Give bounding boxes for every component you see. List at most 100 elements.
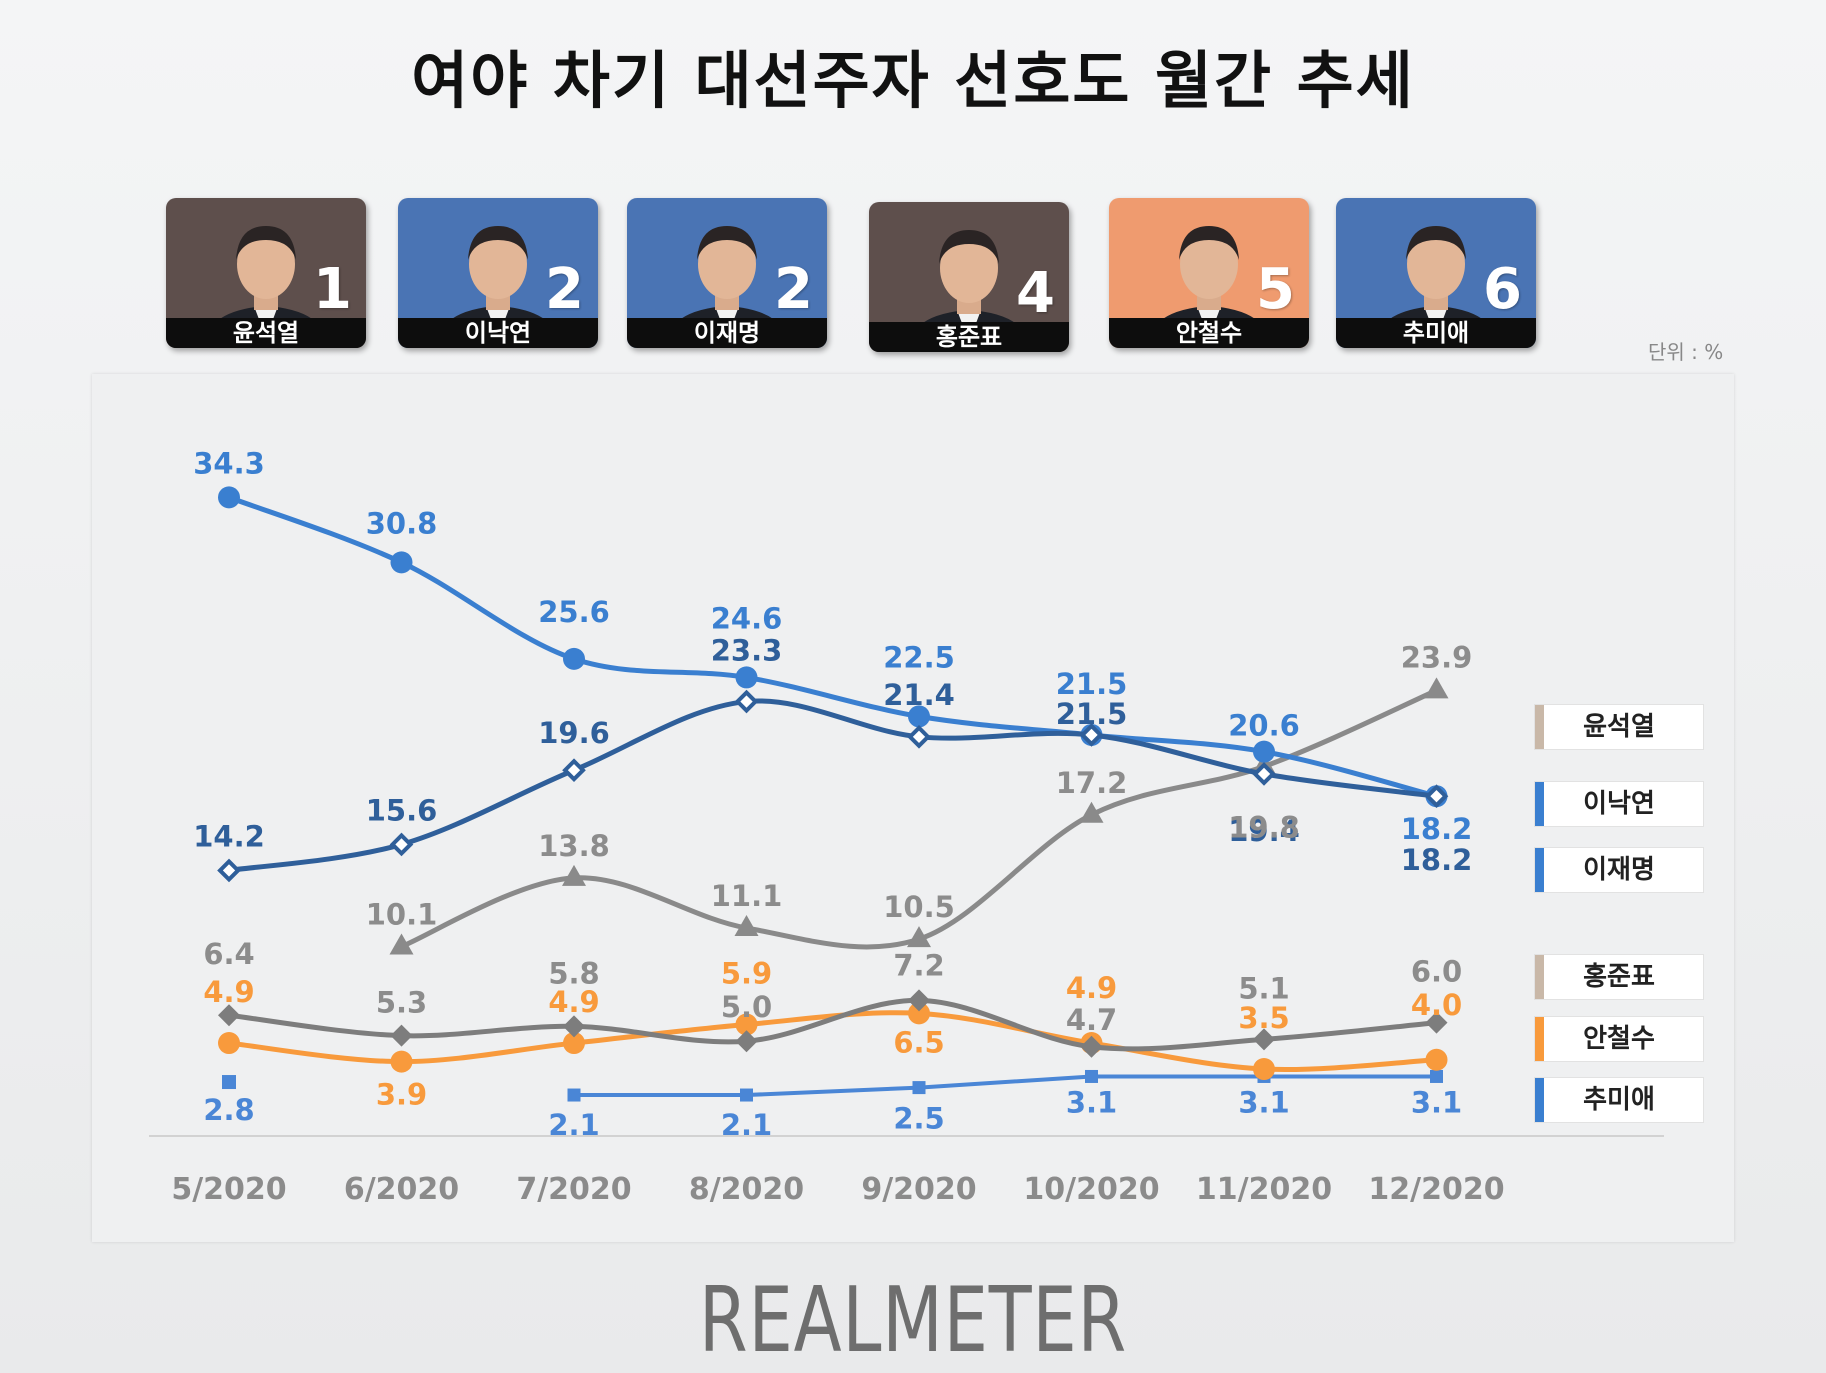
data-point xyxy=(1424,784,1449,809)
data-label: 4.9 xyxy=(203,975,254,1009)
data-point xyxy=(563,1015,585,1038)
data-point xyxy=(1253,1058,1275,1081)
data-point xyxy=(1253,1028,1275,1051)
data-label: 23.9 xyxy=(1401,640,1473,674)
candidate-name: 이낙연 xyxy=(398,318,598,348)
candidate-name: 안철수 xyxy=(1109,318,1309,348)
data-label: 2.1 xyxy=(721,1108,772,1142)
x-tick-label: 11/2020 xyxy=(1196,1172,1332,1207)
chart-panel: 5/2020 6/2020 7/2020 8/2020 9/2020 10/2020 11/… xyxy=(92,374,1734,1242)
series-line-5 xyxy=(226,1010,1439,1072)
data-point xyxy=(907,926,931,948)
data-point xyxy=(563,1032,585,1055)
x-tick-label: 12/2020 xyxy=(1368,1172,1504,1207)
candidate-card: 1 윤석열 xyxy=(166,198,366,348)
line-chart: 5/2020 6/2020 7/2020 8/2020 9/2020 10/2020 11/… xyxy=(149,446,1664,1207)
data-label: 6.4 xyxy=(203,937,254,971)
data-label: 10.1 xyxy=(366,898,438,932)
data-label: 2.5 xyxy=(893,1102,944,1136)
candidate-card: 6 추미애 xyxy=(1336,198,1536,348)
data-label: 21.5 xyxy=(1056,667,1128,701)
data-point xyxy=(1425,1048,1448,1071)
data-label: 19.8 xyxy=(1228,811,1300,845)
data-point xyxy=(734,689,759,714)
series-line-6 xyxy=(572,1074,1439,1098)
legend-swatch xyxy=(1535,955,1544,999)
data-label: 4.9 xyxy=(548,985,599,1019)
data-label: 2.8 xyxy=(203,1093,254,1127)
legend-swatch xyxy=(1535,1017,1544,1061)
data-point xyxy=(1079,723,1104,747)
data-label: 7.2 xyxy=(893,948,944,982)
data-label: 4.9 xyxy=(1066,971,1117,1005)
x-tick-label: 10/2020 xyxy=(1023,1172,1159,1207)
data-label: 5.0 xyxy=(721,990,772,1024)
data-point xyxy=(390,551,413,574)
legend-label: 추미애 xyxy=(1583,1085,1655,1115)
data-point xyxy=(1430,1069,1443,1083)
x-tick-label: 6/2020 xyxy=(344,1172,459,1207)
data-label: 6.5 xyxy=(893,1025,944,1059)
data-label: 3.1 xyxy=(1066,1085,1117,1119)
data-point xyxy=(735,666,758,689)
data-label: 3.9 xyxy=(376,1078,427,1112)
data-label: 17.2 xyxy=(1056,766,1128,800)
data-point xyxy=(1252,762,1276,786)
data-label: 18.2 xyxy=(1401,812,1473,846)
legend-swatch xyxy=(1535,848,1544,892)
legend-swatch xyxy=(1535,782,1544,826)
data-label: 21.5 xyxy=(1056,697,1128,731)
data-label: 22.5 xyxy=(883,640,955,674)
data-label: 25.6 xyxy=(538,595,610,629)
candidate-name: 이재명 xyxy=(627,318,827,348)
series-line-1 xyxy=(226,494,1439,799)
legend-label: 안철수 xyxy=(1583,1024,1655,1054)
data-point xyxy=(1253,740,1275,763)
data-label: 15.6 xyxy=(366,793,438,827)
legend-item: 추미애 xyxy=(1534,1077,1704,1123)
data-point xyxy=(390,1024,413,1047)
candidate-card: 2 이낙연 xyxy=(398,198,598,348)
data-label: 14.2 xyxy=(193,819,265,853)
data-point xyxy=(563,647,585,670)
data-point xyxy=(908,705,930,728)
data-point xyxy=(912,1081,926,1095)
data-label: 3.1 xyxy=(1411,1085,1462,1119)
data-point xyxy=(389,832,414,857)
data-label: 34.3 xyxy=(193,446,265,480)
unit-label: 단위 : % xyxy=(1648,340,1724,364)
legend-label: 윤석열 xyxy=(1583,712,1655,742)
legend-swatch xyxy=(1535,705,1544,749)
data-point xyxy=(908,989,930,1012)
candidate-card: 4 홍준표 xyxy=(869,202,1069,352)
data-label: 2.1 xyxy=(548,1108,599,1142)
data-label: 5.9 xyxy=(721,956,772,990)
data-label: 10.5 xyxy=(883,890,955,924)
candidate-rank: 6 xyxy=(1483,257,1522,322)
legend-swatch xyxy=(1535,1078,1544,1122)
legend-item: 안철수 xyxy=(1534,1016,1704,1062)
data-point xyxy=(222,1075,236,1090)
data-label: 23.3 xyxy=(711,634,783,668)
x-tick-label: 9/2020 xyxy=(861,1172,976,1207)
legend-item: 홍준표 xyxy=(1534,954,1704,1000)
legend-label: 이낙연 xyxy=(1583,789,1655,819)
data-point xyxy=(740,1088,753,1102)
data-point xyxy=(389,933,414,955)
data-label: 4.0 xyxy=(1411,988,1462,1022)
legend-item: 이낙연 xyxy=(1534,781,1704,827)
brand-logo: REALMETER xyxy=(698,1268,1128,1373)
data-point xyxy=(217,858,241,883)
data-point xyxy=(1425,1011,1448,1034)
x-tick-label: 8/2020 xyxy=(689,1172,804,1207)
series-line-4 xyxy=(226,997,1439,1052)
x-tick-label: 5/2020 xyxy=(171,1172,286,1207)
data-point xyxy=(567,1088,581,1102)
candidate-name: 윤석열 xyxy=(166,318,366,348)
data-label: 4.7 xyxy=(1066,1003,1117,1037)
data-label: 5.1 xyxy=(1238,971,1289,1005)
data-point xyxy=(735,1030,758,1053)
legend-item: 윤석열 xyxy=(1534,704,1704,750)
data-label: 3.1 xyxy=(1238,1085,1289,1119)
candidate-name: 추미애 xyxy=(1336,318,1536,348)
